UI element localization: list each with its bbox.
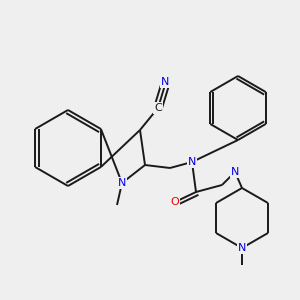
Text: N: N [238,243,246,253]
Text: O: O [171,197,179,207]
Text: N: N [231,167,239,177]
Text: C: C [154,103,162,113]
Text: N: N [188,157,196,167]
Text: N: N [161,77,169,87]
Text: N: N [118,178,126,188]
